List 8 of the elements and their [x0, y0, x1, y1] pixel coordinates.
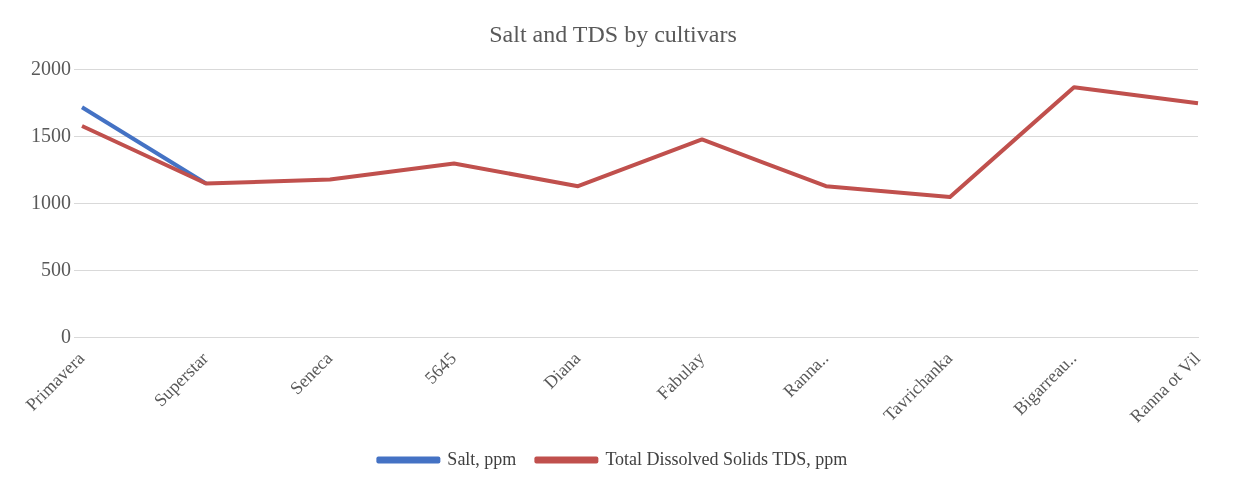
y-tick-label: 2000	[31, 57, 71, 80]
legend-label: Salt, ppm	[447, 448, 517, 469]
chart-title: Salt and TDS by cultivars	[489, 20, 737, 47]
y-tick-label: 0	[61, 324, 71, 347]
y-tick-label: 1500	[31, 123, 71, 146]
y-tick-label: 1000	[31, 190, 71, 213]
y-tick-label: 500	[41, 257, 71, 280]
legend-label: Total Dissolved Solids TDS, ppm	[605, 448, 848, 469]
